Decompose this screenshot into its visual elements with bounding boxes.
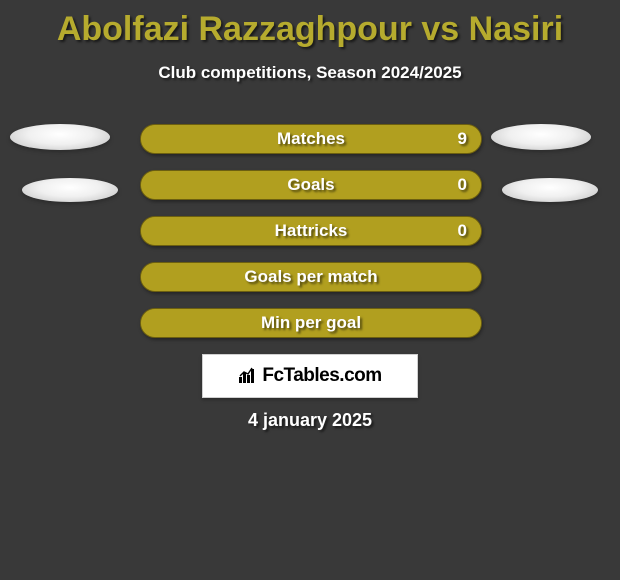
date-label: 4 january 2025: [0, 410, 620, 431]
page-title: Abolfazi Razzaghpour vs Nasiri: [0, 10, 620, 49]
comparison-infographic: Abolfazi Razzaghpour vs Nasiri Club compe…: [0, 0, 620, 580]
brand-box: FcTables.com: [202, 354, 418, 398]
stat-bar-label: Hattricks: [141, 221, 481, 241]
page-subtitle: Club competitions, Season 2024/2025: [0, 63, 620, 83]
player-oval-right-top: [491, 124, 591, 150]
stat-bar: Min per goal: [140, 308, 482, 338]
stat-bar: Goals per match: [140, 262, 482, 292]
player-oval-right-bot: [502, 178, 598, 202]
stat-bar-value-right: 0: [458, 175, 467, 195]
player-oval-left-top: [10, 124, 110, 150]
stat-bar-label: Goals per match: [141, 267, 481, 287]
brand-text: FcTables.com: [262, 365, 381, 386]
stat-bar: Matches9: [140, 124, 482, 154]
player-oval-left-bot: [22, 178, 118, 202]
stat-bar-value-right: 0: [458, 221, 467, 241]
stat-bar-label: Matches: [141, 129, 481, 149]
stat-bar: Goals0: [140, 170, 482, 200]
bar-chart-icon: [238, 367, 258, 383]
stat-bar-value-right: 9: [458, 129, 467, 149]
stat-bar-label: Min per goal: [141, 313, 481, 333]
stat-bar: Hattricks0: [140, 216, 482, 246]
stat-bar-label: Goals: [141, 175, 481, 195]
